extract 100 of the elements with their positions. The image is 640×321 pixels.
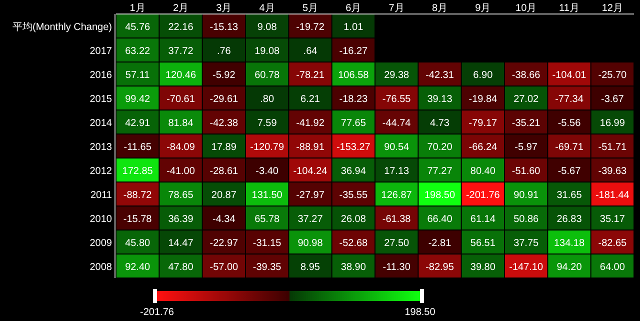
data-label: -82.95 <box>426 262 454 273</box>
data-label: -84.09 <box>166 142 196 153</box>
data-label: 35.17 <box>600 214 626 225</box>
data-label: -88.72 <box>123 190 152 201</box>
data-label: -11.30 <box>382 262 411 273</box>
data-label: -104.24 <box>293 166 328 177</box>
y-tick-label: 2011 <box>90 190 112 201</box>
data-label: -57.00 <box>210 262 239 273</box>
data-label: 77.27 <box>427 166 453 177</box>
data-label: 56.51 <box>470 238 496 249</box>
data-label: 26.83 <box>556 214 582 225</box>
data-label: 27.02 <box>514 94 540 105</box>
data-label: 65.78 <box>254 214 280 225</box>
data-label: -61.38 <box>382 214 412 225</box>
data-label: -104.01 <box>552 70 587 81</box>
x-tick-label: 7月 <box>388 3 404 14</box>
data-label: 90.98 <box>298 238 324 249</box>
data-label: -2.81 <box>428 238 452 249</box>
y-tick-label: 2017 <box>90 46 112 57</box>
data-label: -16.27 <box>339 46 368 57</box>
data-label: -69.71 <box>555 142 584 153</box>
data-label: 27.50 <box>384 238 410 249</box>
data-label: -35.21 <box>512 118 541 129</box>
data-label: 120.46 <box>165 70 196 81</box>
data-label: -39.35 <box>252 262 282 273</box>
data-label: -88.91 <box>296 142 325 153</box>
data-label: -66.24 <box>468 142 498 153</box>
data-label: -35.55 <box>339 190 368 201</box>
data-label: 7.59 <box>257 118 278 129</box>
data-label: 1.01 <box>344 22 364 33</box>
data-label: 8.95 <box>300 262 320 273</box>
data-label: 6.90 <box>473 70 494 81</box>
data-label: -79.17 <box>468 118 498 129</box>
data-label: -44.74 <box>382 118 412 129</box>
data-label: -82.65 <box>598 238 628 249</box>
data-label: -3.67 <box>601 94 624 105</box>
data-label: 29.38 <box>384 70 410 81</box>
data-label: -41.92 <box>296 118 325 129</box>
y-tick-label: 2012 <box>90 166 112 177</box>
x-tick-label: 6月 <box>346 3 362 14</box>
data-label: 39.13 <box>427 94 453 105</box>
data-label: -147.10 <box>509 262 544 273</box>
data-label: -19.84 <box>468 94 498 105</box>
y-tick-label: 2010 <box>90 214 112 225</box>
data-label: 94.20 <box>556 262 582 273</box>
data-label: 36.94 <box>340 166 366 177</box>
data-label: 14.47 <box>168 238 194 249</box>
data-label: 37.75 <box>514 238 540 249</box>
data-label: 131.50 <box>252 190 283 201</box>
data-label: -31.15 <box>252 238 282 249</box>
x-tick-label: 12月 <box>602 3 623 14</box>
data-label: 42.91 <box>125 118 151 129</box>
y-tick-label: 2008 <box>90 262 112 273</box>
data-label: 6.21 <box>300 94 320 105</box>
data-label: 92.40 <box>125 262 151 273</box>
data-label: 63.22 <box>125 46 151 57</box>
data-label: 134.18 <box>554 238 585 249</box>
x-tick-label: 3月 <box>216 3 232 14</box>
data-label: -25.70 <box>598 70 628 81</box>
data-label: 60.78 <box>254 70 280 81</box>
data-label: 77.65 <box>340 118 366 129</box>
data-label: -70.61 <box>166 94 196 105</box>
data-label: -77.34 <box>555 94 584 105</box>
data-label: .80 <box>260 94 274 105</box>
data-label: -51.71 <box>598 142 628 153</box>
x-tick-label: 5月 <box>302 3 318 14</box>
data-label: 66.40 <box>427 214 453 225</box>
y-tick-label: 2015 <box>90 94 112 105</box>
x-tick-label: 8月 <box>432 3 448 14</box>
data-label: 126.87 <box>381 190 412 201</box>
data-label: -18.23 <box>339 94 368 105</box>
data-label: 80.40 <box>470 166 496 177</box>
data-label: -42.38 <box>210 118 239 129</box>
data-label: 45.80 <box>125 238 151 249</box>
data-label: .64 <box>303 46 318 57</box>
data-label: -201.76 <box>466 190 500 201</box>
data-label: 78.65 <box>168 190 194 201</box>
data-label: -153.27 <box>336 142 371 153</box>
y-tick-label: 2016 <box>90 70 112 81</box>
x-tick-label: 10月 <box>516 3 537 14</box>
color-bar-label: 198.50 <box>404 307 436 318</box>
y-tick-label: 2009 <box>90 238 112 249</box>
data-label: -120.79 <box>250 142 284 153</box>
data-label: -42.31 <box>426 70 454 81</box>
data-label: -28.61 <box>210 166 239 177</box>
data-label: -5.56 <box>558 118 582 129</box>
data-label: -15.13 <box>210 22 239 33</box>
data-label: -4.34 <box>212 214 236 225</box>
data-label: -38.66 <box>512 70 541 81</box>
data-label: 9.08 <box>257 22 278 33</box>
y-tick-label: 2013 <box>90 142 112 153</box>
data-label: 16.99 <box>600 118 626 129</box>
data-label: -39.63 <box>598 166 628 177</box>
y-tick-label: 平均(Monthly Change) <box>12 21 112 33</box>
data-label: -15.78 <box>123 214 152 225</box>
data-label: -22.97 <box>210 238 239 249</box>
data-label: 198.50 <box>424 190 456 201</box>
data-label: 37.72 <box>168 46 194 57</box>
data-label: -19.72 <box>296 22 325 33</box>
x-tick-label: 1月 <box>130 3 146 14</box>
